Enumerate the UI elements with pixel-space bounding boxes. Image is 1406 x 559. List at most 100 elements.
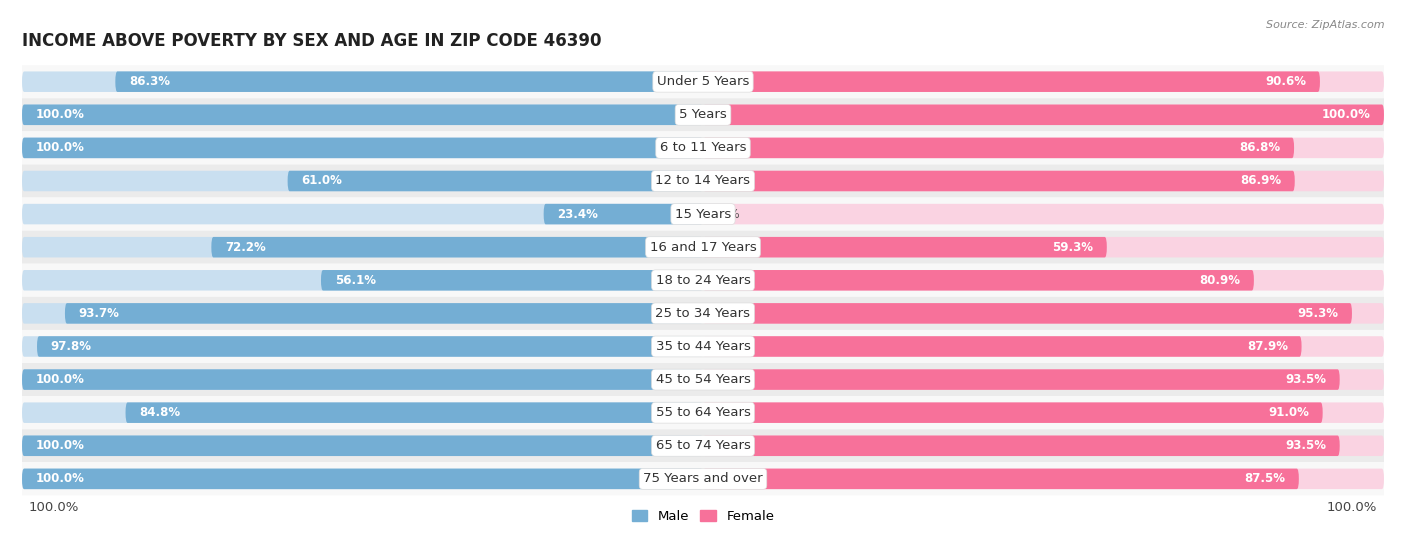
Text: 55 to 64 Years: 55 to 64 Years [655,406,751,419]
FancyBboxPatch shape [125,402,703,423]
Text: 16 and 17 Years: 16 and 17 Years [650,241,756,254]
FancyBboxPatch shape [8,330,1398,363]
Text: 91.0%: 91.0% [1268,406,1309,419]
FancyBboxPatch shape [8,231,1398,264]
FancyBboxPatch shape [703,270,1254,291]
Text: 86.3%: 86.3% [129,75,170,88]
FancyBboxPatch shape [703,138,1294,158]
Text: 59.3%: 59.3% [1052,241,1094,254]
FancyBboxPatch shape [8,197,1398,231]
Text: INCOME ABOVE POVERTY BY SEX AND AGE IN ZIP CODE 46390: INCOME ABOVE POVERTY BY SEX AND AGE IN Z… [22,32,602,50]
Text: Under 5 Years: Under 5 Years [657,75,749,88]
FancyBboxPatch shape [703,336,1384,357]
FancyBboxPatch shape [115,72,703,92]
Text: 86.9%: 86.9% [1240,174,1281,187]
FancyBboxPatch shape [37,336,703,357]
Text: 100.0%: 100.0% [35,108,84,121]
FancyBboxPatch shape [8,65,1398,98]
Text: 25 to 34 Years: 25 to 34 Years [655,307,751,320]
Text: 45 to 54 Years: 45 to 54 Years [655,373,751,386]
Text: 100.0%: 100.0% [1322,108,1371,121]
FancyBboxPatch shape [703,105,1384,125]
FancyBboxPatch shape [22,138,703,158]
FancyBboxPatch shape [22,72,703,92]
Text: 87.9%: 87.9% [1247,340,1288,353]
FancyBboxPatch shape [321,270,703,291]
FancyBboxPatch shape [703,435,1340,456]
Text: 93.5%: 93.5% [1285,439,1326,452]
FancyBboxPatch shape [288,170,703,191]
FancyBboxPatch shape [703,204,1384,224]
FancyBboxPatch shape [22,204,703,224]
Text: 18 to 24 Years: 18 to 24 Years [655,274,751,287]
Text: 35 to 44 Years: 35 to 44 Years [655,340,751,353]
FancyBboxPatch shape [703,72,1320,92]
Text: 65 to 74 Years: 65 to 74 Years [655,439,751,452]
FancyBboxPatch shape [703,435,1384,456]
FancyBboxPatch shape [703,303,1353,324]
FancyBboxPatch shape [22,303,703,324]
Text: 61.0%: 61.0% [301,174,342,187]
FancyBboxPatch shape [22,170,703,191]
FancyBboxPatch shape [703,170,1384,191]
FancyBboxPatch shape [544,204,703,224]
FancyBboxPatch shape [8,429,1398,462]
Text: 75 Years and over: 75 Years and over [643,472,763,485]
FancyBboxPatch shape [8,396,1398,429]
Text: 80.9%: 80.9% [1199,274,1240,287]
FancyBboxPatch shape [22,435,703,456]
FancyBboxPatch shape [8,98,1398,131]
FancyBboxPatch shape [22,402,703,423]
FancyBboxPatch shape [703,369,1384,390]
FancyBboxPatch shape [8,131,1398,164]
Text: 87.5%: 87.5% [1244,472,1285,485]
FancyBboxPatch shape [8,164,1398,197]
FancyBboxPatch shape [703,72,1384,92]
FancyBboxPatch shape [703,237,1384,258]
FancyBboxPatch shape [65,303,703,324]
FancyBboxPatch shape [22,336,703,357]
Text: 100.0%: 100.0% [35,439,84,452]
FancyBboxPatch shape [703,402,1323,423]
FancyBboxPatch shape [703,138,1384,158]
FancyBboxPatch shape [703,270,1384,291]
Text: 56.1%: 56.1% [335,274,375,287]
FancyBboxPatch shape [22,105,703,125]
Text: 100.0%: 100.0% [35,141,84,154]
FancyBboxPatch shape [22,369,703,390]
FancyBboxPatch shape [22,468,703,489]
Text: 86.8%: 86.8% [1239,141,1281,154]
Text: 100.0%: 100.0% [35,373,84,386]
Text: 97.8%: 97.8% [51,340,91,353]
FancyBboxPatch shape [703,336,1302,357]
FancyBboxPatch shape [8,297,1398,330]
FancyBboxPatch shape [8,264,1398,297]
Text: 0.0%: 0.0% [710,207,740,221]
FancyBboxPatch shape [22,369,703,390]
FancyBboxPatch shape [22,435,703,456]
Text: 12 to 14 Years: 12 to 14 Years [655,174,751,187]
FancyBboxPatch shape [8,462,1398,495]
FancyBboxPatch shape [22,105,703,125]
FancyBboxPatch shape [703,468,1384,489]
Legend: Male, Female: Male, Female [626,505,780,528]
Text: 100.0%: 100.0% [30,501,79,514]
FancyBboxPatch shape [22,138,703,158]
Text: 72.2%: 72.2% [225,241,266,254]
FancyBboxPatch shape [703,303,1384,324]
Text: Source: ZipAtlas.com: Source: ZipAtlas.com [1267,20,1385,30]
Text: 100.0%: 100.0% [35,472,84,485]
FancyBboxPatch shape [22,270,703,291]
FancyBboxPatch shape [703,369,1340,390]
FancyBboxPatch shape [8,363,1398,396]
FancyBboxPatch shape [211,237,703,258]
Text: 93.5%: 93.5% [1285,373,1326,386]
FancyBboxPatch shape [22,237,703,258]
FancyBboxPatch shape [703,402,1384,423]
Text: 84.8%: 84.8% [139,406,180,419]
Text: 5 Years: 5 Years [679,108,727,121]
Text: 15 Years: 15 Years [675,207,731,221]
Text: 23.4%: 23.4% [557,207,598,221]
FancyBboxPatch shape [703,237,1107,258]
Text: 100.0%: 100.0% [1327,501,1376,514]
